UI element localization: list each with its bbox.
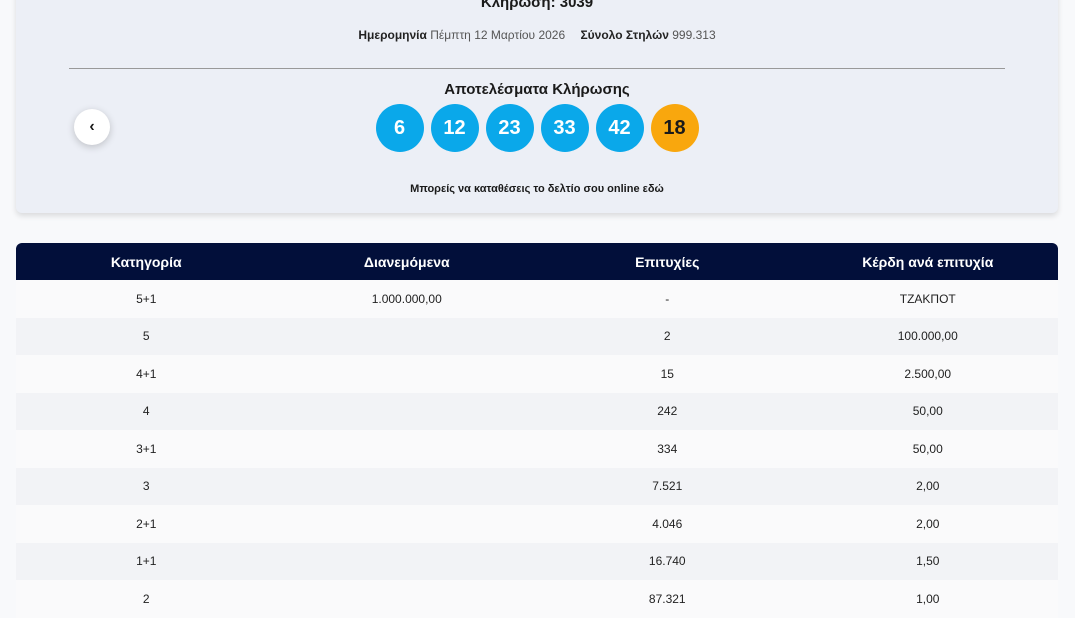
cell-category: 5+1: [16, 280, 277, 318]
date-value: Πέμπτη 12 Μαρτίου 2026: [430, 28, 566, 42]
cell-winners: 242: [537, 392, 798, 430]
columns-value: 999.313: [672, 28, 716, 42]
table-row: 5+1 1.000.000,00- ΤΖΑΚΠΟΤ: [16, 280, 1058, 318]
header-winners: Επιτυχίες: [537, 243, 798, 280]
cell-distributed: [276, 430, 537, 468]
cell-distributed: [276, 580, 537, 618]
cell-winners: 7.521: [537, 467, 798, 505]
cell-category: 5: [16, 317, 277, 355]
cell-winners: 16.740: [537, 542, 798, 580]
header-category: Κατηγορία: [16, 243, 277, 280]
cell-category: 2+1: [16, 505, 277, 543]
table-row: 5 2 100.000,00: [16, 317, 1058, 355]
table-header: Κατηγορία Διανεμόμενα Επιτυχίες Κέρδη αν…: [16, 243, 1058, 280]
cell-prize: 1,00: [797, 580, 1058, 618]
cell-prize: 2,00: [797, 467, 1058, 505]
date-label: Ημερομηνία: [358, 28, 427, 42]
cell-prize: 100.000,00: [797, 317, 1058, 355]
number-ball: 12: [430, 104, 479, 152]
table-row: 3+1 334 50,00: [16, 430, 1058, 468]
cell-category: 3+1: [16, 430, 277, 468]
cell-distributed: 1.000.000,00: [276, 280, 537, 318]
cell-category: 3: [16, 467, 277, 505]
online-bet-link[interactable]: Μπορείς να καταθέσεις το δελτίο σου onli…: [410, 183, 664, 195]
divider: [69, 68, 1005, 69]
draw-meta: Ημερομηνία Πέμπτη 12 Μαρτίου 2026 Σύνολο…: [16, 28, 1058, 42]
cell-distributed: [276, 317, 537, 355]
chevron-left-icon: ‹: [89, 118, 95, 135]
cell-winners: 2: [537, 317, 798, 355]
cell-prize: 2.500,00: [797, 355, 1058, 393]
cell-category: 4: [16, 392, 277, 430]
columns-label: Σύνολο Στηλών: [580, 28, 669, 42]
cell-category: 4+1: [16, 355, 277, 393]
cell-distributed: [276, 355, 537, 393]
draw-title: Κλήρωση: 3039: [480, 0, 594, 11]
table-row: 4 242 50,00: [16, 392, 1058, 430]
header-prize: Κέρδη ανά επιτυχία: [797, 243, 1058, 280]
cell-distributed: [276, 505, 537, 543]
cell-winners: -: [537, 280, 798, 318]
number-ball: 6: [375, 104, 424, 152]
cell-distributed: [276, 467, 537, 505]
cell-distributed: [276, 392, 537, 430]
table-row: 3 7.521 2,00: [16, 467, 1058, 505]
cell-winners: 87.321: [537, 580, 798, 618]
draw-card: Κλήρωση: 3039 Ημερομηνία Πέμπτη 12 Μαρτί…: [16, 0, 1058, 213]
cell-distributed: [276, 542, 537, 580]
winning-numbers: 6 12 23 33 42 18: [16, 104, 1058, 152]
cell-winners: 15: [537, 355, 798, 393]
cell-prize: 2,00: [797, 505, 1058, 543]
number-ball: 33: [540, 104, 589, 152]
table-row: 1+1 16.740 1,50: [16, 542, 1058, 580]
cell-prize: 50,00: [797, 392, 1058, 430]
cell-category: 1+1: [16, 542, 277, 580]
table-row: 4+1 15 2.500,00: [16, 355, 1058, 393]
number-ball: 42: [595, 104, 644, 152]
number-ball: 23: [485, 104, 534, 152]
cell-winners: 334: [537, 430, 798, 468]
cell-prize: 50,00: [797, 430, 1058, 468]
table-row: 2 87.321 1,00: [16, 580, 1058, 618]
cell-category: 2: [16, 580, 277, 618]
cell-prize: 1,50: [797, 542, 1058, 580]
previous-draw-button[interactable]: ‹: [74, 109, 110, 145]
cell-prize: ΤΖΑΚΠΟΤ: [797, 280, 1058, 318]
results-title: Αποτελέσματα Κλήρωσης: [444, 81, 630, 98]
prize-table: Κατηγορία Διανεμόμενα Επιτυχίες Κέρδη αν…: [16, 243, 1058, 618]
table-row: 2+1 4.046 2,00: [16, 505, 1058, 543]
header-distributed: Διανεμόμενα: [276, 243, 537, 280]
cell-winners: 4.046: [537, 505, 798, 543]
bonus-ball: 18: [650, 104, 699, 152]
